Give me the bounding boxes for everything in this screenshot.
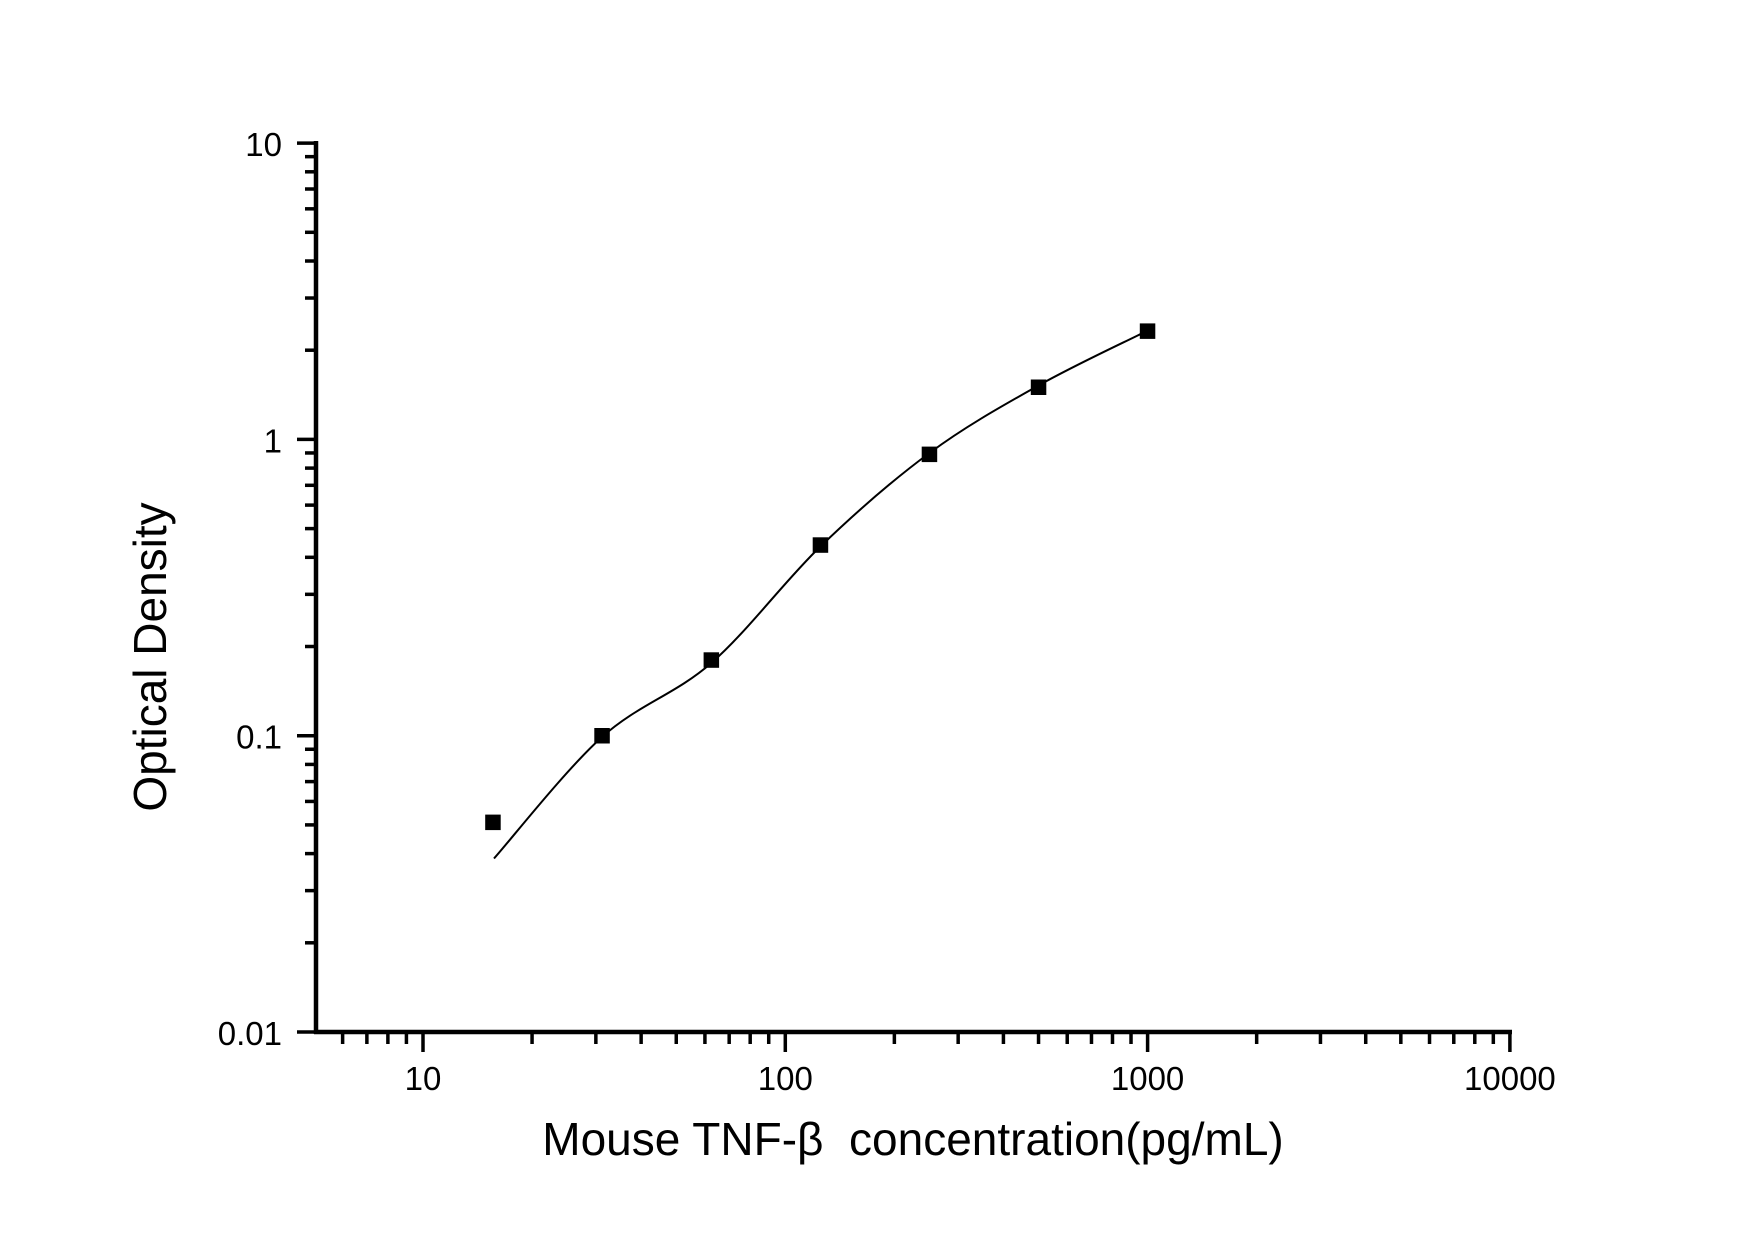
data-point-marker	[812, 537, 829, 553]
ticks	[297, 141, 1512, 1052]
x-tick-label: 10000	[1464, 1060, 1556, 1097]
data-point-marker	[921, 446, 938, 463]
x-tick-label: 10	[405, 1060, 442, 1097]
data-point-marker	[703, 652, 720, 668]
y-tick-label: 0.1	[236, 719, 282, 756]
fit-curve	[493, 332, 1143, 860]
data-point-marker	[485, 814, 501, 831]
y-tick-label: 0.01	[218, 1015, 282, 1052]
x-axis-title: Mouse TNF-β concentration(pg/mL)	[542, 1113, 1284, 1165]
data-point-marker	[1030, 379, 1047, 395]
y-tick-label: 10	[245, 126, 282, 163]
y-axis-title: Optical Density	[124, 502, 176, 812]
tick-labels: 10 100 1000 10000 0.01 0.1 1 10	[218, 126, 1556, 1097]
x-tick-label: 1000	[1111, 1060, 1184, 1097]
x-tick-label: 100	[758, 1060, 813, 1097]
data-point-marker	[1139, 323, 1156, 339]
axes	[313, 141, 1512, 1035]
y-tick-label: 1	[264, 422, 282, 459]
data-points	[485, 323, 1156, 831]
data-point-marker	[594, 728, 610, 744]
